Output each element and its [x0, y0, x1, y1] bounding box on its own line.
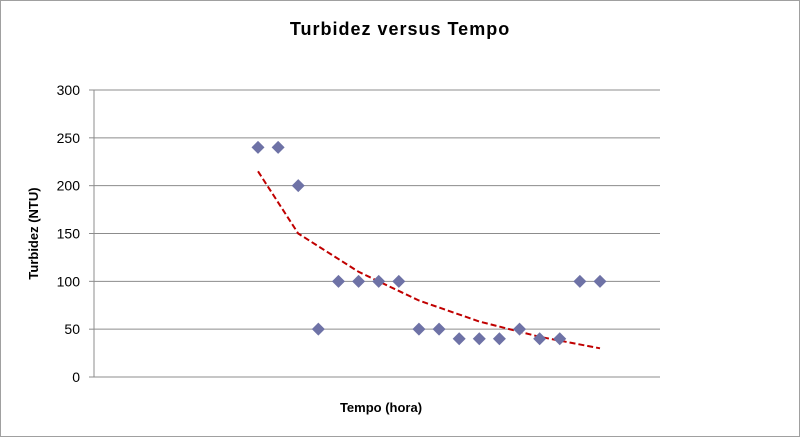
y-tick-label: 200 — [57, 178, 81, 194]
data-point — [533, 332, 547, 346]
data-point — [271, 140, 285, 154]
chart-title: Turbidez versus Tempo — [289, 19, 511, 39]
data-point — [392, 274, 406, 288]
data-points — [251, 140, 607, 346]
y-tick-label: 150 — [57, 226, 81, 242]
y-tick-labels: 0 50 100 150 200 250 300 — [57, 82, 81, 385]
data-point — [352, 274, 366, 288]
y-tick-label: 300 — [57, 82, 81, 98]
data-point — [412, 322, 426, 336]
data-point — [311, 322, 325, 336]
y-tick-label: 250 — [57, 130, 81, 146]
y-tick-label: 0 — [72, 369, 80, 385]
x-axis-title: Tempo (hora) — [340, 400, 422, 415]
y-tick-label: 100 — [57, 273, 81, 289]
data-point — [291, 179, 305, 193]
data-point — [372, 274, 386, 288]
data-point — [251, 140, 265, 154]
data-point — [472, 332, 486, 346]
grid-lines — [94, 89, 660, 330]
data-point — [432, 322, 446, 336]
trendline-layer — [257, 170, 601, 350]
data-point — [573, 274, 587, 288]
data-point — [492, 332, 506, 346]
data-point — [593, 274, 607, 288]
data-point — [331, 274, 345, 288]
axes — [89, 89, 660, 378]
y-tick-label: 50 — [64, 321, 80, 337]
y-axis-title: Turbidez (NTU) — [26, 187, 41, 279]
data-point — [513, 322, 527, 336]
trendline — [257, 170, 601, 350]
data-point — [452, 332, 466, 346]
data-point — [553, 332, 567, 346]
